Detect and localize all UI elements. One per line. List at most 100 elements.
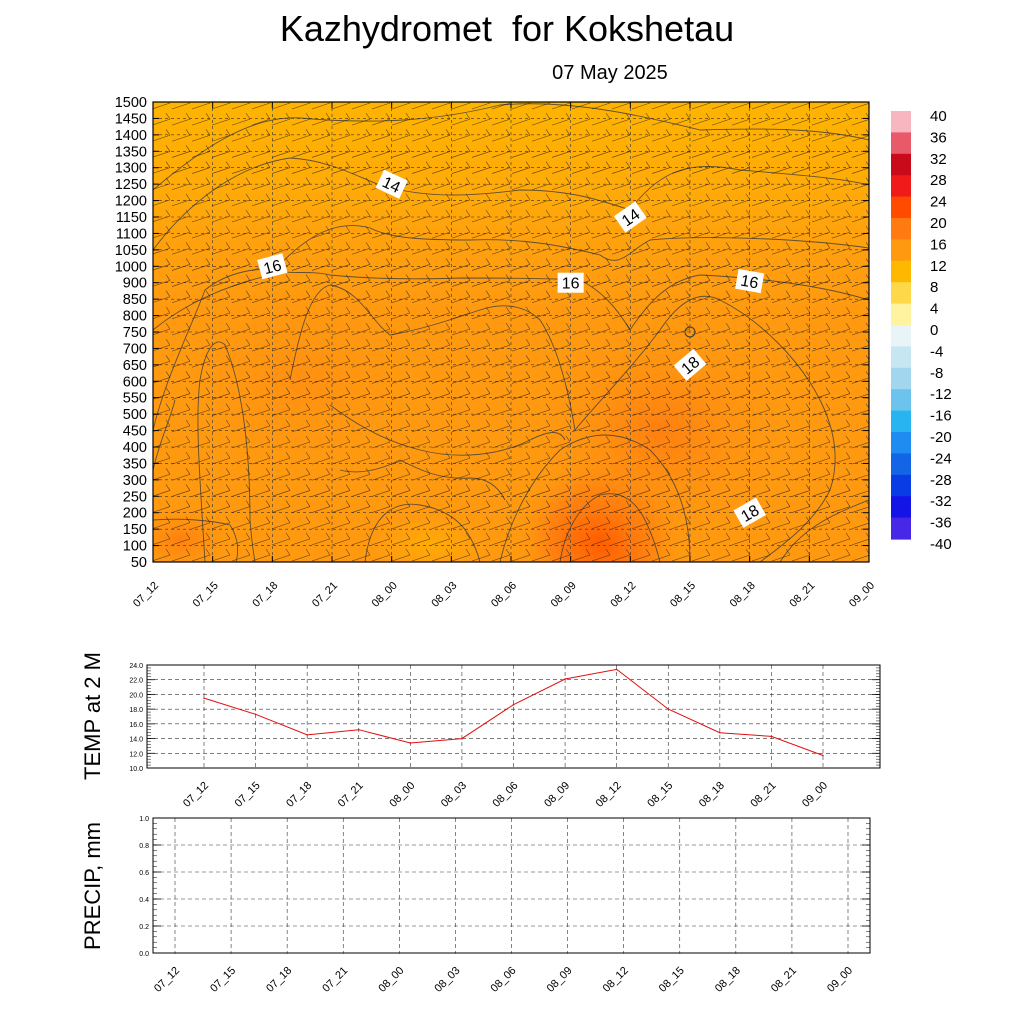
x-tick-label: 07_18 <box>264 965 294 995</box>
wind-barb <box>751 112 771 126</box>
wind-barb <box>411 548 431 562</box>
wind-barb <box>391 516 411 529</box>
wind-barb <box>391 102 411 110</box>
wind-barb <box>171 532 191 546</box>
wind-barb <box>351 145 371 158</box>
y-tick-label: 0.2 <box>139 924 149 931</box>
wind-barb <box>611 145 631 158</box>
wind-barb <box>331 500 351 513</box>
wind-barb <box>591 419 611 433</box>
x-tick-label: 08_18 <box>728 580 758 610</box>
wind-barb <box>271 129 291 142</box>
wind-barb <box>431 129 451 142</box>
wind-barb <box>331 371 351 384</box>
wind-barb <box>271 274 291 287</box>
wind-barb <box>551 129 571 142</box>
wind-barb <box>731 387 751 400</box>
wind-barb <box>691 177 711 190</box>
wind-barb <box>191 548 211 562</box>
wind-barb <box>731 403 751 416</box>
wind-barb <box>651 306 671 320</box>
wind-barb <box>411 387 431 400</box>
wind-barb <box>471 177 491 190</box>
wind-barb <box>831 129 851 142</box>
wind-barb <box>351 129 371 142</box>
wind-barb <box>551 242 571 255</box>
wind-barb <box>291 242 311 255</box>
wind-barb <box>351 451 371 465</box>
wind-barb <box>531 484 551 497</box>
wind-barb <box>431 258 451 271</box>
wind-barb <box>491 484 511 497</box>
wind-barb <box>251 403 271 416</box>
wind-barb <box>771 129 791 142</box>
wind-barb <box>491 355 511 368</box>
wind-barb <box>191 161 211 174</box>
wind-barb <box>291 177 311 190</box>
wind-barb <box>591 161 611 174</box>
wind-barb <box>671 242 691 255</box>
wind-barb <box>531 306 551 320</box>
wind-barb <box>591 355 611 368</box>
wind-barb <box>331 468 351 481</box>
wind-barb <box>691 516 711 529</box>
wind-barb <box>351 161 371 174</box>
wind-barb <box>651 209 671 223</box>
x-tick-label: 08_15 <box>657 965 687 995</box>
wind-barb <box>211 500 231 513</box>
contour-lines <box>153 103 869 562</box>
wind-barb <box>311 102 331 110</box>
wind-barb <box>551 387 571 400</box>
data-point <box>770 735 773 738</box>
contour-label-box <box>557 272 584 293</box>
wind-barb <box>651 193 671 207</box>
wind-barb <box>751 387 771 400</box>
wind-barb <box>311 371 331 384</box>
colorbar-label: -36 <box>930 515 952 532</box>
wind-barb <box>451 274 471 287</box>
wind-barb <box>471 403 491 416</box>
contour-label-text: 16 <box>562 276 580 293</box>
wind-barb <box>531 387 551 400</box>
wind-barb <box>331 484 351 497</box>
wind-barb <box>751 145 771 158</box>
wind-barb <box>511 129 531 142</box>
wind-barb <box>171 371 191 384</box>
wind-barb <box>471 355 491 368</box>
wind-barb <box>751 161 771 174</box>
wind-barb <box>371 129 391 142</box>
wind-barb <box>631 548 651 562</box>
wind-barb <box>451 177 471 190</box>
wind-barb <box>231 371 251 384</box>
wind-barb <box>451 129 471 142</box>
wind-barb <box>331 532 351 546</box>
wind-barb <box>451 500 471 513</box>
wind-barb <box>271 290 291 303</box>
wind-barb <box>811 548 831 562</box>
data-point <box>306 734 308 736</box>
contour-label-text: 18 <box>738 502 762 526</box>
wind-barb <box>771 338 791 352</box>
wind-barb <box>651 258 671 271</box>
y-tick-label: 650 <box>123 358 147 374</box>
y-tick-label: 900 <box>123 276 147 292</box>
contour-line <box>329 404 566 456</box>
wind-barb <box>471 387 491 400</box>
wind-barb <box>351 193 371 207</box>
wind-barb <box>711 435 731 449</box>
wind-barb <box>411 451 431 465</box>
wind-barb <box>691 242 711 255</box>
wind-barb <box>751 403 771 416</box>
wind-barb <box>611 355 631 368</box>
wind-barb <box>551 161 571 174</box>
wind-barb <box>351 290 371 303</box>
wind-barb <box>331 516 351 529</box>
precipitation-x-axis: 07_12 07_15 07_18 07_21 08_00 08_03 08_06 08_09… <box>152 965 855 995</box>
x-tick-label: 07_12 <box>152 965 182 995</box>
colorbar-swatch <box>891 239 911 262</box>
x-tick-label: 07_12 <box>131 580 161 610</box>
colorbar-swatch <box>891 496 911 519</box>
wind-barb <box>591 258 611 271</box>
wind-barb <box>411 274 431 287</box>
